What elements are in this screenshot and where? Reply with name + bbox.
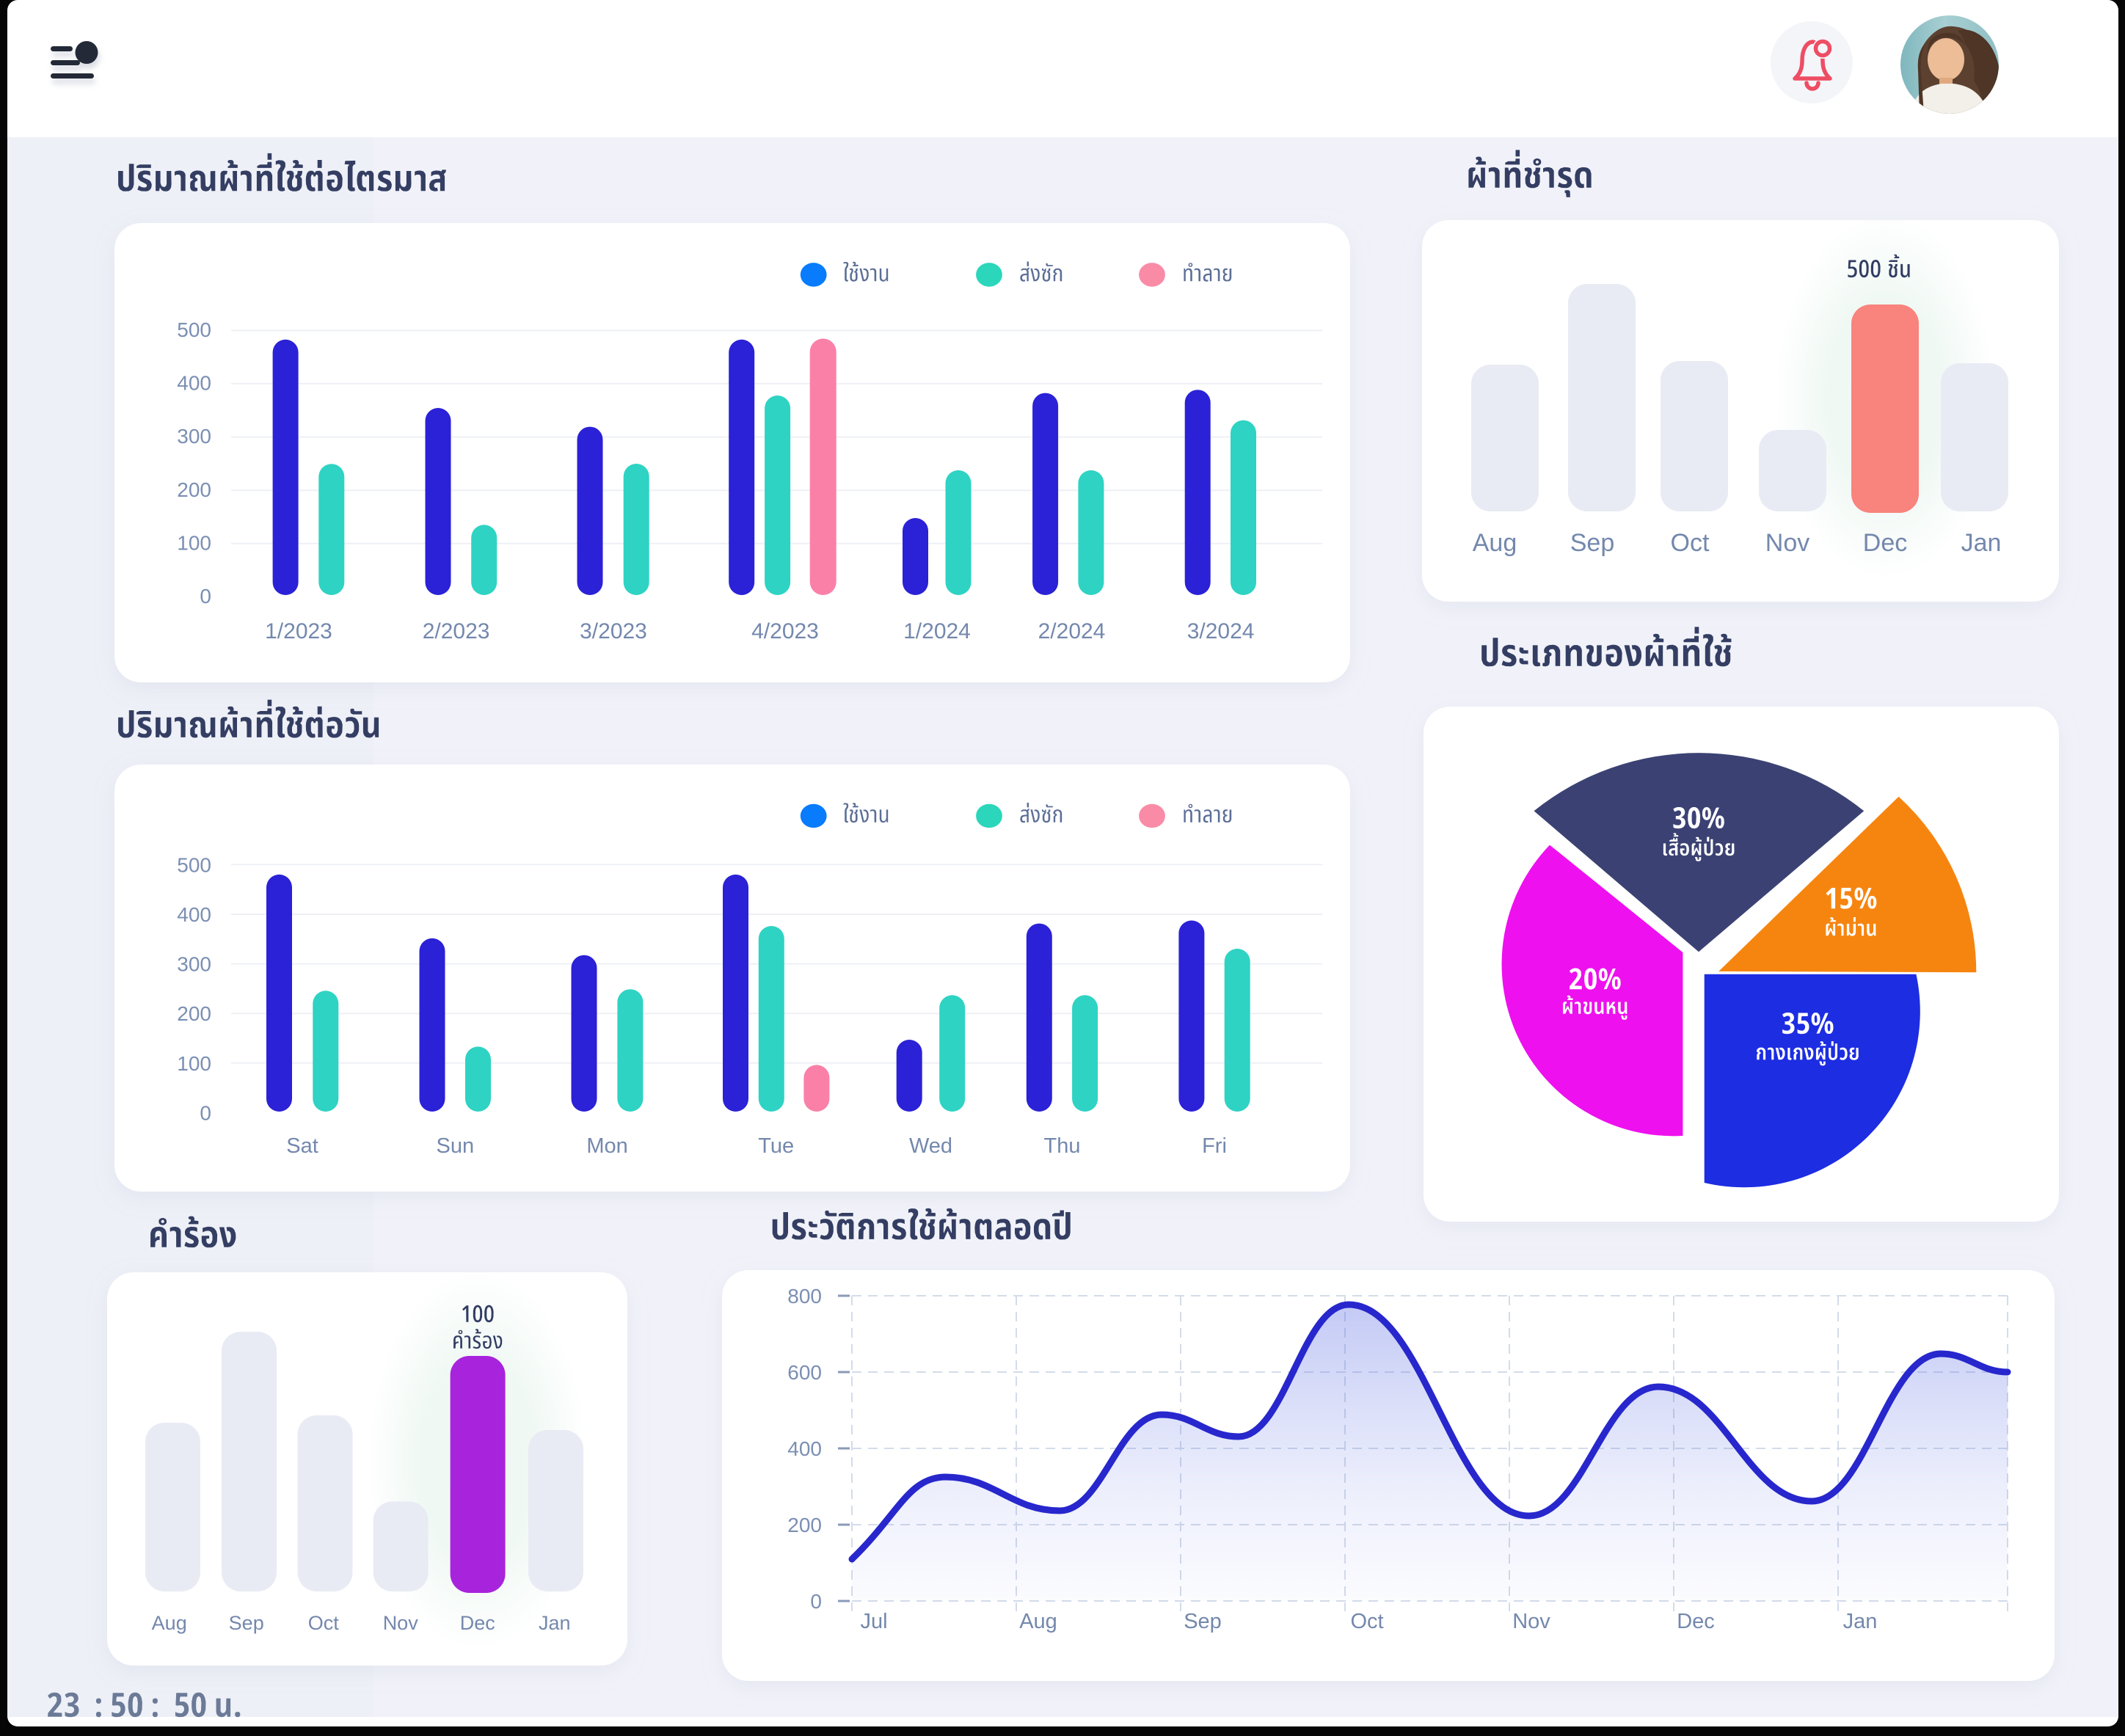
svg-text:200: 200: [787, 1514, 822, 1536]
svg-text:Sep: Sep: [229, 1612, 264, 1634]
svg-text:Nov: Nov: [383, 1612, 419, 1634]
svg-text:300: 300: [177, 425, 211, 448]
svg-text:Sat: Sat: [286, 1134, 318, 1158]
svg-text:Tue: Tue: [758, 1134, 794, 1158]
svg-text:800: 800: [787, 1285, 822, 1308]
svg-text:200: 200: [177, 1002, 211, 1025]
svg-text:3/2024: 3/2024: [1187, 619, 1255, 643]
svg-text:Dec: Dec: [1863, 529, 1907, 557]
svg-text:600: 600: [787, 1361, 822, 1384]
svg-text:0: 0: [810, 1590, 822, 1613]
svg-text:400: 400: [177, 903, 211, 926]
svg-text:200: 200: [177, 478, 211, 501]
svg-text:500: 500: [177, 853, 211, 876]
svg-text:Wed: Wed: [909, 1134, 952, 1158]
svg-text:Oct: Oct: [1671, 529, 1710, 557]
svg-text:Jan: Jan: [1843, 1610, 1878, 1633]
svg-text:Nov: Nov: [1765, 529, 1809, 557]
svg-text:0: 0: [200, 585, 211, 608]
svg-text:Thu: Thu: [1044, 1134, 1081, 1158]
svg-text:Fri: Fri: [1202, 1134, 1227, 1158]
svg-text:100: 100: [177, 531, 211, 554]
svg-text:1/2024: 1/2024: [903, 619, 971, 643]
svg-text:Oct: Oct: [308, 1612, 340, 1634]
svg-text:Jul: Jul: [860, 1610, 887, 1633]
svg-text:400: 400: [787, 1437, 822, 1460]
svg-text:3/2023: 3/2023: [580, 619, 647, 643]
svg-text:Mon: Mon: [586, 1134, 627, 1158]
svg-text:Sun: Sun: [436, 1134, 474, 1158]
svg-text:Aug: Aug: [152, 1612, 187, 1634]
svg-text:Sep: Sep: [1184, 1610, 1222, 1633]
svg-text:Dec: Dec: [460, 1612, 495, 1634]
svg-text:Aug: Aug: [1019, 1610, 1057, 1633]
svg-text:Nov: Nov: [1512, 1610, 1550, 1633]
svg-text:400: 400: [177, 372, 211, 395]
svg-text:Aug: Aug: [1473, 529, 1517, 557]
svg-text:500: 500: [177, 318, 211, 341]
svg-text:1/2023: 1/2023: [265, 619, 332, 643]
svg-text:100: 100: [177, 1052, 211, 1075]
svg-text:300: 300: [177, 953, 211, 976]
svg-text:2/2024: 2/2024: [1038, 619, 1106, 643]
svg-text:Oct: Oct: [1350, 1610, 1383, 1633]
svg-text:Jan: Jan: [1961, 529, 2002, 557]
svg-text:Jan: Jan: [539, 1612, 571, 1634]
svg-text:Sep: Sep: [1570, 529, 1615, 557]
svg-text:4/2023: 4/2023: [751, 619, 819, 643]
svg-text:2/2023: 2/2023: [423, 619, 490, 643]
svg-text:Dec: Dec: [1677, 1610, 1715, 1633]
svg-text:0: 0: [200, 1101, 211, 1124]
